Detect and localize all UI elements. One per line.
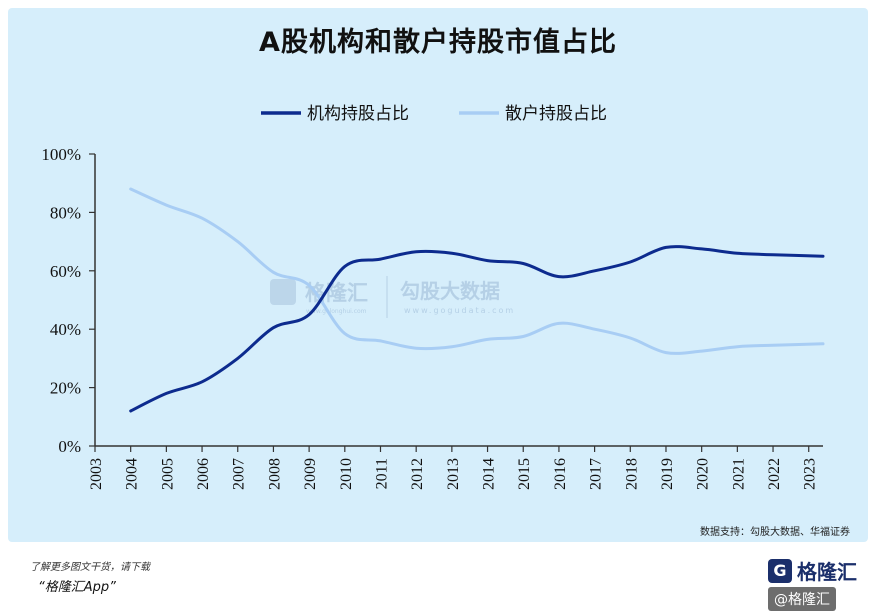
x-tick-label: 2018: [623, 458, 640, 490]
watermark-data: 勾股大数据: [400, 279, 500, 303]
legend-retail-label: 散户持股占比: [505, 104, 607, 124]
x-tick-label: 2005: [159, 458, 176, 490]
footer-note: 了解更多图文干货，请下载: [30, 562, 150, 573]
y-tick-label: 40%: [50, 320, 81, 339]
y-tick-label: 80%: [50, 203, 81, 222]
y-tick-label: 100%: [41, 145, 81, 164]
y-tick-label: 0%: [58, 437, 81, 456]
watermark-data-url: www.gogudata.com: [404, 306, 515, 315]
x-tick-label: 2011: [373, 458, 390, 489]
legend-institution-label: 机构持股占比: [307, 104, 409, 124]
series-line-institution: [129, 245, 825, 413]
x-tick-label: 2023: [802, 458, 819, 490]
x-tick-label: 2007: [231, 458, 248, 490]
chart-panel: [8, 8, 868, 542]
x-tick-label: 2019: [659, 458, 676, 490]
logo-text: 格隆汇: [797, 560, 857, 584]
chart-title: A股机构和散户持股市值占比: [259, 27, 617, 58]
series-lines: [129, 187, 825, 413]
x-tick-label: 2004: [124, 458, 141, 490]
y-tick-label: 60%: [50, 262, 81, 281]
series-line-retail: [129, 187, 825, 355]
x-tick-label: 2006: [195, 458, 212, 490]
x-tick-label: 2003: [88, 458, 105, 490]
brand-logo: G 格隆汇: [768, 556, 857, 585]
logo-mark-icon: G: [768, 558, 792, 583]
x-tick-label: 2013: [445, 458, 462, 490]
x-tick-label: 2016: [552, 458, 569, 490]
x-tick-label: 2009: [302, 458, 319, 490]
watermark-logo-icon: [270, 279, 296, 305]
corner-badge: @格隆汇: [768, 587, 836, 611]
x-tick-label: 2017: [588, 458, 605, 490]
axes: 0% 20% 40% 60% 80% 100% 2003 2004 2005 2006 2007 20…: [41, 145, 823, 490]
source-note: 数据支持：勾股大数据、华福证券: [700, 527, 850, 538]
y-tick-label: 20%: [50, 379, 81, 398]
watermark-brand-url: www.gelonghui.com: [306, 308, 367, 315]
x-tick-label: 2008: [266, 458, 283, 490]
legend: 机构持股占比 散户持股占比: [261, 104, 607, 124]
x-tick-label: 2020: [695, 458, 712, 490]
x-tick-label: 2015: [516, 458, 533, 490]
x-tick-label: 2022: [766, 458, 783, 490]
x-tick-label: 2012: [409, 458, 426, 490]
x-tick-label: 2021: [730, 458, 747, 490]
x-tick-label: 2014: [481, 458, 498, 490]
footer-app-name: “格隆汇App”: [38, 580, 116, 595]
x-tick-label: 2010: [338, 458, 355, 490]
